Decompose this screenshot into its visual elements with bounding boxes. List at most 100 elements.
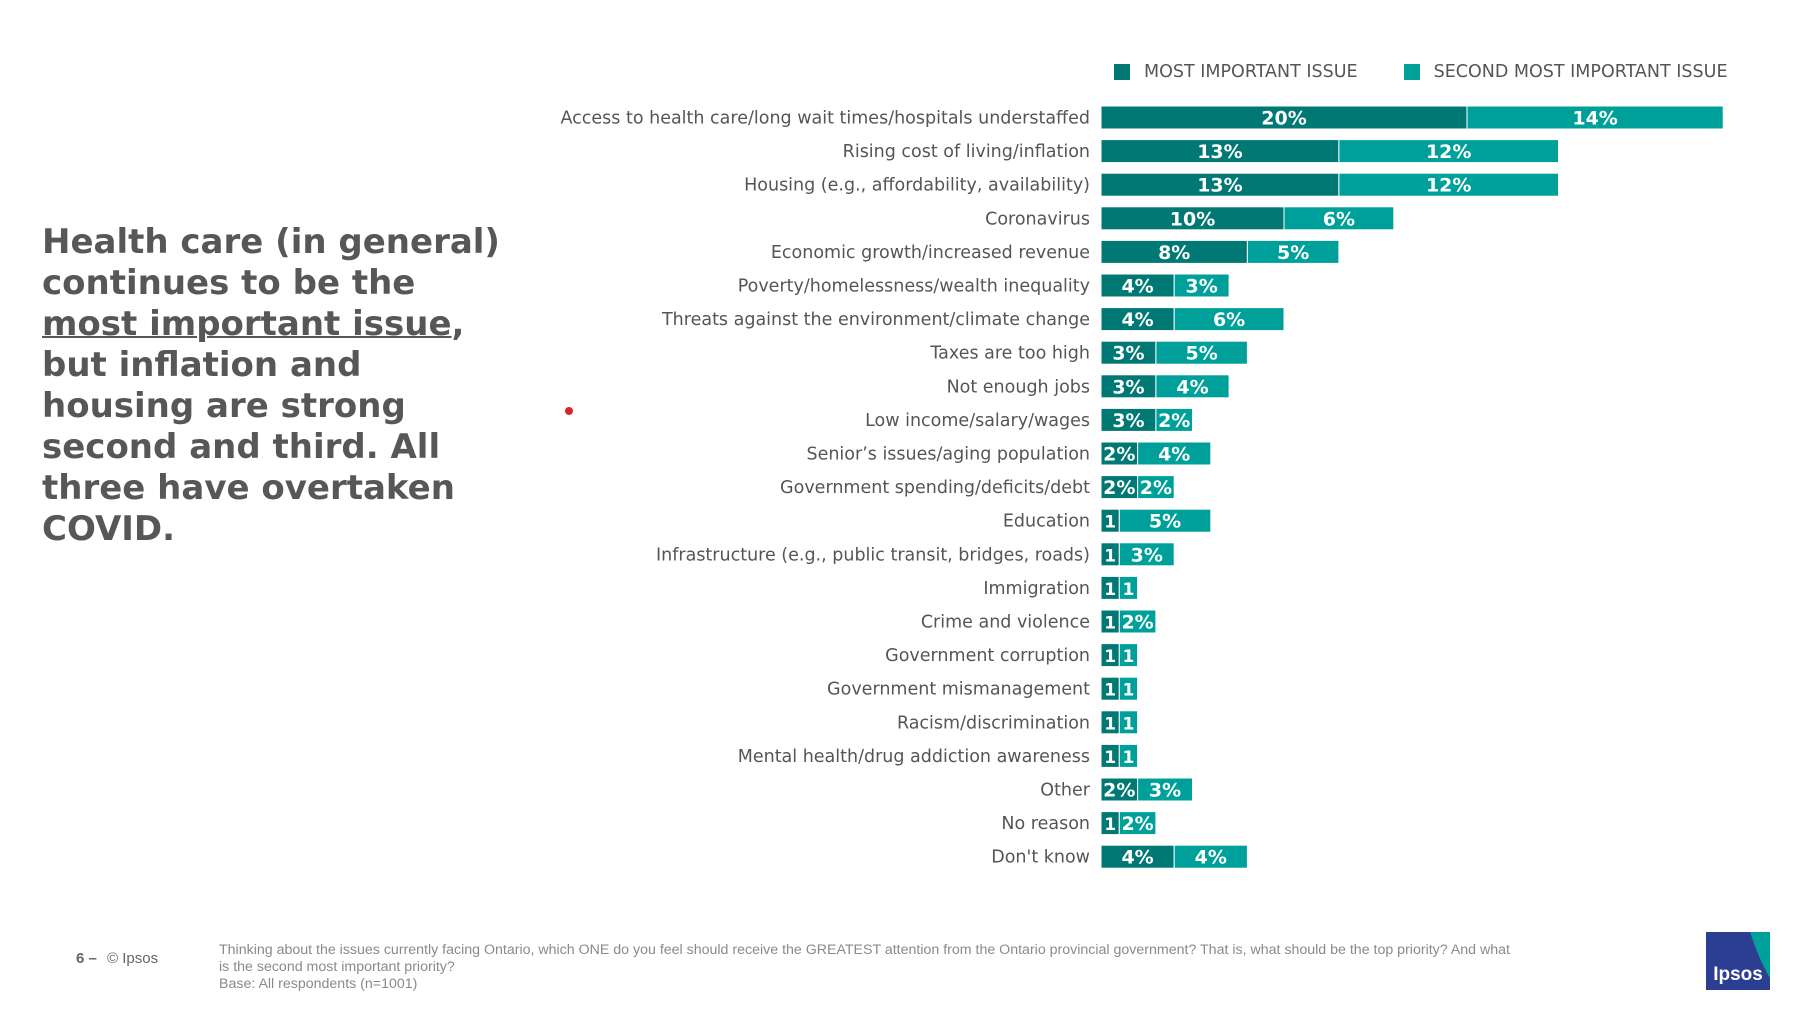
bar-second: [1466, 105, 1724, 130]
category-label: Access to health care/long wait times/ho…: [561, 109, 1091, 129]
copyright: © Ipsos: [107, 950, 159, 967]
data-label: 3%: [1112, 410, 1144, 432]
category-label: Immigration: [983, 579, 1090, 599]
data-label: 3%: [1112, 343, 1144, 365]
data-label: 20%: [1261, 108, 1306, 130]
bar-second: [1118, 676, 1139, 701]
data-label: 1: [1104, 681, 1116, 701]
legend-swatch-most: [1114, 64, 1130, 80]
footnote-base: Base: All respondents (n=1001): [219, 976, 418, 992]
bar-second: [1118, 542, 1175, 567]
bar-second: [1137, 777, 1193, 802]
red-dot-marker: [565, 407, 573, 415]
category-label: Economic growth/increased revenue: [771, 243, 1090, 263]
category-label: Taxes are too high: [929, 344, 1090, 364]
category-label: Not enough jobs: [947, 377, 1090, 397]
data-label: 1: [1123, 580, 1135, 600]
category-label: Low income/salary/wages: [865, 411, 1090, 431]
data-label: 1: [1104, 647, 1116, 667]
data-label: 5%: [1186, 343, 1218, 365]
category-label: Racism/discrimination: [897, 713, 1090, 733]
data-label: 4%: [1121, 847, 1153, 869]
bar-second: [1246, 239, 1340, 264]
category-label: Don't know: [991, 848, 1090, 868]
headline-part1: Health care (in general) continues to be…: [42, 222, 500, 303]
bar-second: [1155, 340, 1248, 365]
bar-second: [1118, 643, 1139, 668]
data-label: 12%: [1426, 141, 1471, 163]
bar-second: [1155, 407, 1194, 432]
data-label: 3%: [1149, 780, 1181, 802]
bar-second: [1338, 172, 1560, 197]
data-label: 5%: [1277, 242, 1309, 264]
headline-underlined: most important issue: [42, 304, 452, 344]
category-label: Government spending/deficits/debt: [780, 478, 1090, 498]
legend-item-second: SECOND MOST IMPORTANT ISSUE: [1403, 62, 1728, 82]
data-label: 1: [1123, 681, 1135, 701]
category-label: No reason: [1001, 814, 1090, 834]
category-label: Education: [1003, 512, 1090, 532]
headline-part2: , but inflation and housing are strong s…: [42, 304, 465, 549]
data-label: 1: [1123, 748, 1135, 768]
category-label: Infrastructure (e.g., public transit, br…: [656, 545, 1090, 565]
category-label: Government mismanagement: [827, 680, 1090, 700]
data-label: 2%: [1103, 780, 1135, 802]
data-label: 2%: [1103, 444, 1135, 466]
data-label: 1: [1104, 580, 1116, 600]
category-label: Rising cost of living/inflation: [843, 142, 1090, 162]
bar-second: [1118, 811, 1157, 836]
data-label: 1: [1104, 614, 1116, 634]
bar-second: [1338, 139, 1560, 164]
data-label: 6%: [1213, 309, 1245, 331]
data-label: 2%: [1103, 477, 1135, 499]
data-label: 4%: [1121, 309, 1153, 331]
chart-legend: MOST IMPORTANT ISSUE SECOND MOST IMPORTA…: [1114, 62, 1774, 82]
footnote-question: Thinking about the issues currently faci…: [219, 942, 1510, 975]
category-label: Poverty/homelessness/wealth inequality: [738, 277, 1090, 297]
data-label: 2%: [1158, 410, 1190, 432]
data-label: 1: [1123, 714, 1135, 734]
data-label: 2%: [1121, 612, 1153, 634]
data-label: 1: [1104, 714, 1116, 734]
data-label: 10%: [1170, 208, 1215, 230]
bar-second: [1118, 508, 1212, 533]
data-label: 12%: [1426, 175, 1471, 197]
data-label: 4%: [1195, 847, 1227, 869]
data-label: 3%: [1186, 276, 1218, 298]
data-label: 4%: [1176, 376, 1208, 398]
data-label: 1: [1104, 546, 1116, 566]
legend-label-second: SECOND MOST IMPORTANT ISSUE: [1433, 62, 1728, 82]
data-label: 1: [1104, 748, 1116, 768]
bar-second: [1137, 475, 1175, 500]
page-number: 6 –: [76, 950, 97, 967]
logo-text: Ipsos: [1713, 964, 1763, 985]
category-label: Coronavirus: [985, 209, 1090, 229]
bar-second: [1173, 844, 1248, 869]
data-label: 8%: [1158, 242, 1190, 264]
category-label: Housing (e.g., affordability, availabili…: [744, 176, 1090, 196]
bar-second: [1118, 710, 1139, 735]
data-label: 3%: [1112, 376, 1144, 398]
bar-second: [1118, 609, 1157, 634]
data-label: 4%: [1121, 276, 1153, 298]
category-label: Senior’s issues/aging population: [806, 445, 1090, 465]
data-label: 2%: [1121, 813, 1153, 835]
data-label: 13%: [1197, 141, 1242, 163]
bar-second: [1155, 374, 1230, 399]
data-label: 13%: [1197, 175, 1242, 197]
bar-chart: Access to health care/long wait times/ho…: [561, 105, 1724, 869]
category-label: Mental health/drug addiction awareness: [738, 747, 1090, 767]
ipsos-logo: Ipsos: [1706, 932, 1770, 990]
data-label: 1: [1104, 815, 1116, 835]
bar-second: [1283, 206, 1395, 231]
bar-second: [1118, 575, 1139, 600]
bar-second: [1118, 743, 1139, 768]
category-label: Threats against the environment/climate …: [661, 310, 1090, 330]
data-label: 5%: [1149, 511, 1181, 533]
data-label: 4%: [1158, 444, 1190, 466]
category-label: Government corruption: [885, 646, 1090, 666]
footnote: Thinking about the issues currently faci…: [219, 942, 1519, 993]
bar-second: [1137, 441, 1212, 466]
bar-second: [1173, 307, 1285, 332]
legend-item-most: MOST IMPORTANT ISSUE: [1114, 62, 1358, 82]
